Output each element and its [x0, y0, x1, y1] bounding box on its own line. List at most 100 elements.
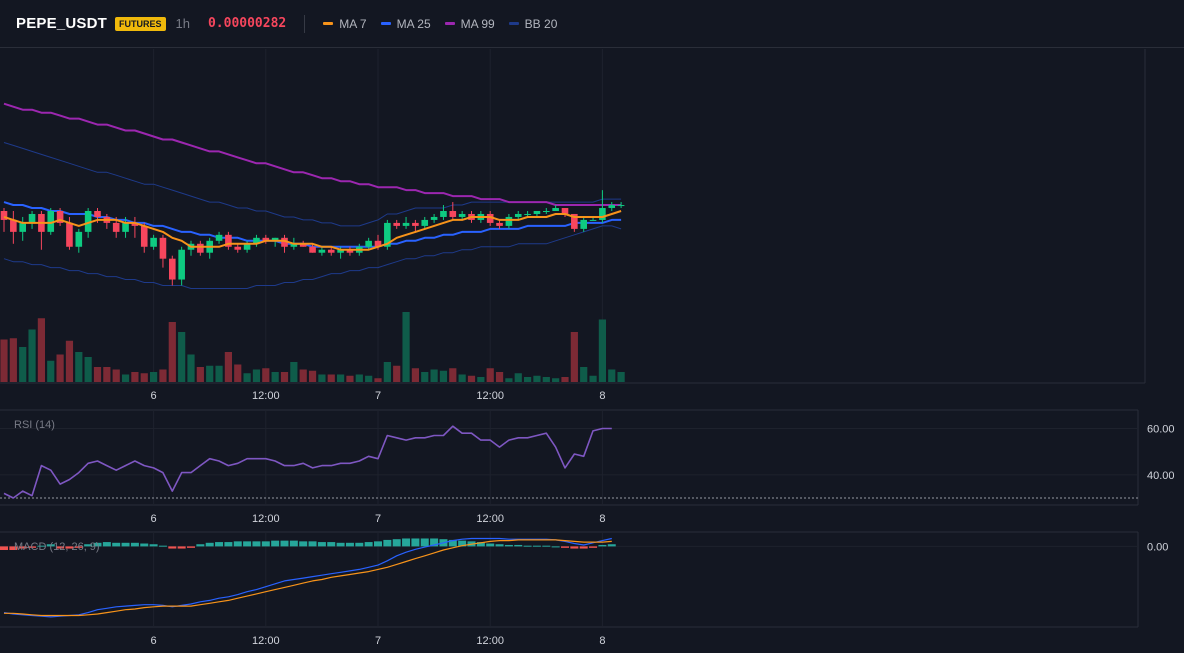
legend-ma99-swatch — [444, 22, 455, 25]
volume-bar — [327, 374, 335, 382]
volume-bar — [75, 352, 83, 382]
volume-bar — [393, 365, 401, 382]
candle-body — [552, 208, 559, 211]
macd-histogram-bar — [93, 542, 102, 547]
candle-body — [608, 205, 616, 209]
macd-histogram-bar — [233, 541, 242, 547]
rsi-scale-label: 40.00 — [1147, 470, 1175, 482]
macd-histogram-bar — [327, 542, 336, 547]
macd-histogram-bar — [168, 546, 177, 549]
volume-bar — [533, 375, 541, 382]
macd-scale-label: 0.00 — [1147, 541, 1168, 553]
macd-histogram-bar — [177, 546, 186, 549]
candle-body — [505, 216, 513, 226]
candle-body — [486, 213, 494, 223]
macd-histogram-bar — [411, 538, 420, 547]
interval-selector[interactable]: 1h — [175, 16, 190, 31]
macd-histogram-bar — [261, 541, 270, 547]
rsi-time-tick-label: 12:00 — [476, 513, 504, 525]
volume-bar — [365, 375, 373, 382]
macd-histogram-bar — [523, 545, 532, 547]
volume-bar — [337, 374, 345, 382]
candle-body — [112, 222, 120, 232]
macd-histogram-bar — [420, 538, 429, 547]
macd-histogram-bar — [532, 545, 541, 547]
volume-bar — [430, 369, 438, 382]
volume-bar — [56, 354, 64, 382]
main-time-tick-label: 6 — [151, 390, 157, 402]
candle-body — [122, 222, 129, 232]
ma25-line — [3, 201, 622, 248]
macd-histogram-bar — [336, 542, 345, 547]
volume-bar — [19, 347, 27, 382]
macd-histogram-bar — [486, 543, 495, 547]
candle-body — [47, 211, 55, 232]
macd-histogram-bar — [504, 544, 513, 547]
last-price: 0.00000282 — [207, 16, 287, 31]
macd-histogram-bar — [215, 542, 224, 547]
macd-histogram-bar — [607, 544, 616, 547]
macd-histogram-bar — [589, 546, 598, 548]
volume-bar — [243, 373, 251, 382]
legend-ma25-label: MA 25 — [396, 16, 431, 31]
legend-ma99[interactable]: MA 99 — [444, 16, 495, 31]
futures-badge: FUTURES — [115, 16, 166, 31]
volume-bar — [580, 367, 588, 382]
rsi-time-tick-label: 12:00 — [252, 513, 280, 525]
legend-ma7[interactable]: MA 7 — [323, 17, 367, 31]
macd-histogram-bar — [495, 544, 504, 547]
candle-body — [337, 249, 344, 253]
candle-body — [94, 211, 101, 217]
macd-histogram-bar — [579, 546, 588, 549]
macd-histogram-bar — [355, 542, 364, 547]
volume-bar — [346, 375, 354, 382]
legend-bb20[interactable]: BB 20 — [508, 16, 558, 31]
candle-body — [393, 222, 400, 226]
volume-bar — [308, 370, 317, 382]
macd-histogram-bar — [65, 546, 74, 549]
macd-histogram-bar — [308, 541, 317, 547]
volume-bar — [542, 377, 550, 382]
legend-ma99-label: MA 99 — [460, 16, 495, 31]
candle-body — [543, 211, 550, 212]
volume-bar — [383, 362, 391, 382]
volume-bar — [552, 378, 560, 382]
macd-histogram-bar — [243, 541, 252, 547]
macd-histogram-bar — [37, 545, 46, 547]
volume-bar — [187, 354, 195, 382]
volume-bar — [47, 360, 55, 382]
volume-bar — [570, 332, 578, 382]
macd-time-tick-label: 12:00 — [252, 635, 280, 647]
macd-histogram-bar — [252, 541, 261, 547]
legend-bb20-label: BB 20 — [524, 16, 558, 31]
volume-bar — [486, 368, 494, 382]
volume-bar — [598, 319, 606, 382]
volume-bar — [37, 318, 45, 382]
main-time-tick-label: 7 — [375, 390, 381, 402]
symbol-label[interactable]: PEPE_USDT — [16, 15, 107, 32]
macd-histogram-bar — [158, 545, 167, 547]
legend-ma25[interactable]: MA 25 — [380, 16, 431, 31]
macd-histogram-bar — [476, 542, 485, 547]
candle-body — [150, 237, 157, 247]
candle-body — [56, 211, 64, 223]
macd-histogram-bar — [130, 542, 139, 547]
macd-histogram-bar — [140, 543, 149, 547]
macd-time-tick-label: 7 — [375, 635, 381, 647]
candle-body — [533, 211, 541, 214]
main-time-tick-label: 12:00 — [252, 390, 280, 402]
volume-bar — [374, 378, 382, 382]
volume-bar — [28, 329, 36, 382]
macd-histogram-bar — [280, 540, 289, 547]
volume-bar — [589, 375, 597, 382]
candle-body — [66, 222, 73, 247]
volume-bar — [168, 322, 176, 382]
volume-bar — [112, 369, 120, 382]
bb-lower-line — [3, 225, 622, 289]
macd-panel-title: MACD (12, 26, 9) — [14, 541, 100, 553]
volume-bar — [561, 377, 569, 382]
macd-line — [3, 537, 612, 618]
macd-signal-line — [4, 539, 612, 617]
macd-histogram-bar — [364, 542, 373, 547]
